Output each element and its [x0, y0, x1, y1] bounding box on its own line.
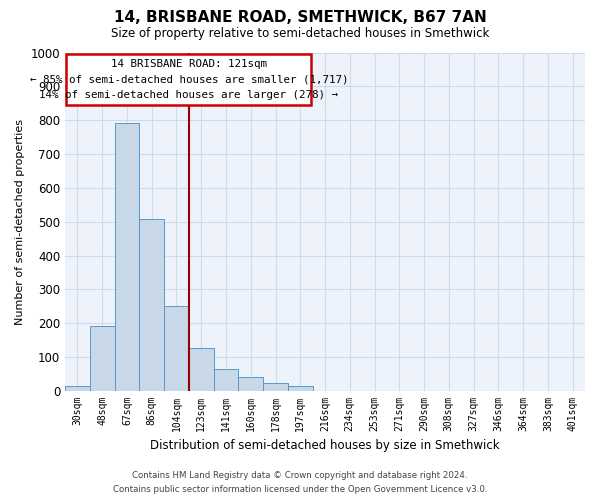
Text: Size of property relative to semi-detached houses in Smethwick: Size of property relative to semi-detach…	[111, 28, 489, 40]
Bar	[90, 326, 115, 391]
Y-axis label: Number of semi-detached properties: Number of semi-detached properties	[15, 119, 25, 325]
Bar	[238, 377, 263, 391]
Text: Contains HM Land Registry data © Crown copyright and database right 2024.
Contai: Contains HM Land Registry data © Crown c…	[113, 472, 487, 494]
X-axis label: Distribution of semi-detached houses by size in Smethwick: Distribution of semi-detached houses by …	[150, 440, 500, 452]
Bar	[164, 306, 189, 391]
Bar	[66, 54, 311, 105]
Bar	[263, 382, 288, 391]
Bar	[115, 122, 139, 391]
Bar	[139, 220, 164, 391]
Bar	[214, 369, 238, 391]
Bar	[189, 348, 214, 391]
Bar	[288, 386, 313, 391]
Bar	[65, 386, 90, 391]
Text: 14 BRISBANE ROAD: 121sqm
← 85% of semi-detached houses are smaller (1,717)
14% o: 14 BRISBANE ROAD: 121sqm ← 85% of semi-d…	[29, 59, 348, 100]
Text: 14, BRISBANE ROAD, SMETHWICK, B67 7AN: 14, BRISBANE ROAD, SMETHWICK, B67 7AN	[113, 10, 487, 25]
